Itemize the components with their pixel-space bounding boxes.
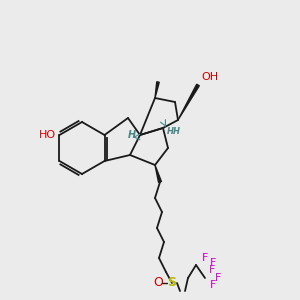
Text: F: F [202,253,208,263]
Text: F: F [209,265,215,275]
Text: F: F [215,273,221,283]
Text: HO: HO [39,130,56,140]
Text: F: F [210,280,216,290]
Text: F: F [210,258,216,268]
Text: O: O [153,277,163,290]
Text: OH: OH [201,72,218,82]
Polygon shape [178,84,199,120]
Text: S: S [167,277,176,290]
Text: H: H [128,130,136,140]
Polygon shape [155,82,159,98]
Polygon shape [155,165,161,182]
Text: HH: HH [167,128,181,136]
